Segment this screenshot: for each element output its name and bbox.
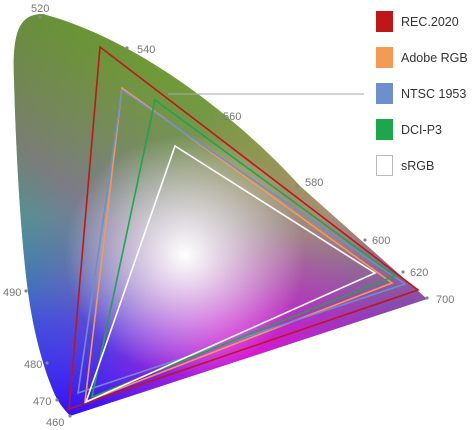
gamut-srgb <box>84 144 377 404</box>
wavelength-label: 460 <box>46 417 64 429</box>
legend-swatch <box>376 155 393 176</box>
wavelength-label: 560 <box>223 111 241 123</box>
legend-swatch <box>376 11 393 32</box>
legend-label: Adobe RGB <box>401 50 468 65</box>
legend-swatch <box>376 119 393 140</box>
legend-label: sRGB <box>401 158 435 173</box>
wavelength-label: 520 <box>31 3 49 15</box>
legend-item-ntsc-1953: NTSC 1953 <box>376 82 474 105</box>
gamut-rec2020 <box>68 45 420 411</box>
wavelength-ticks <box>24 15 429 418</box>
wavelength-label: 470 <box>33 396 51 408</box>
legend-swatch <box>376 83 393 104</box>
wavelength-label: 700 <box>436 294 454 306</box>
legend-item-rec2020: REC.2020 <box>376 10 474 33</box>
legend: REC.2020 Adobe RGB NTSC 1953 DCI-P3 sRGB <box>376 10 474 190</box>
wavelength-label: 490 <box>3 287 21 299</box>
legend-item-dci-p3: DCI-P3 <box>376 118 474 141</box>
legend-label: NTSC 1953 <box>401 86 467 101</box>
legend-label: DCI-P3 <box>401 122 442 137</box>
legend-item-adobe-rgb: Adobe RGB <box>376 46 474 69</box>
wavelength-label: 480 <box>24 359 42 371</box>
gamut-triangles <box>68 45 420 411</box>
legend-swatch <box>376 47 393 68</box>
legend-item-srgb: sRGB <box>376 154 474 177</box>
wavelength-label: 540 <box>137 44 155 56</box>
wavelength-label: 600 <box>372 235 390 247</box>
gamut-dci-p3 <box>90 98 397 399</box>
wavelength-label: 620 <box>410 267 428 279</box>
gamut-adobe-rgb <box>84 86 394 404</box>
wavelength-labels: 520 540 560 580 600 620 700 490 480 470 … <box>3 3 454 429</box>
legend-label: REC.2020 <box>401 14 459 29</box>
wavelength-label: 580 <box>305 177 323 189</box>
gamut-ntsc-1953 <box>77 88 407 395</box>
